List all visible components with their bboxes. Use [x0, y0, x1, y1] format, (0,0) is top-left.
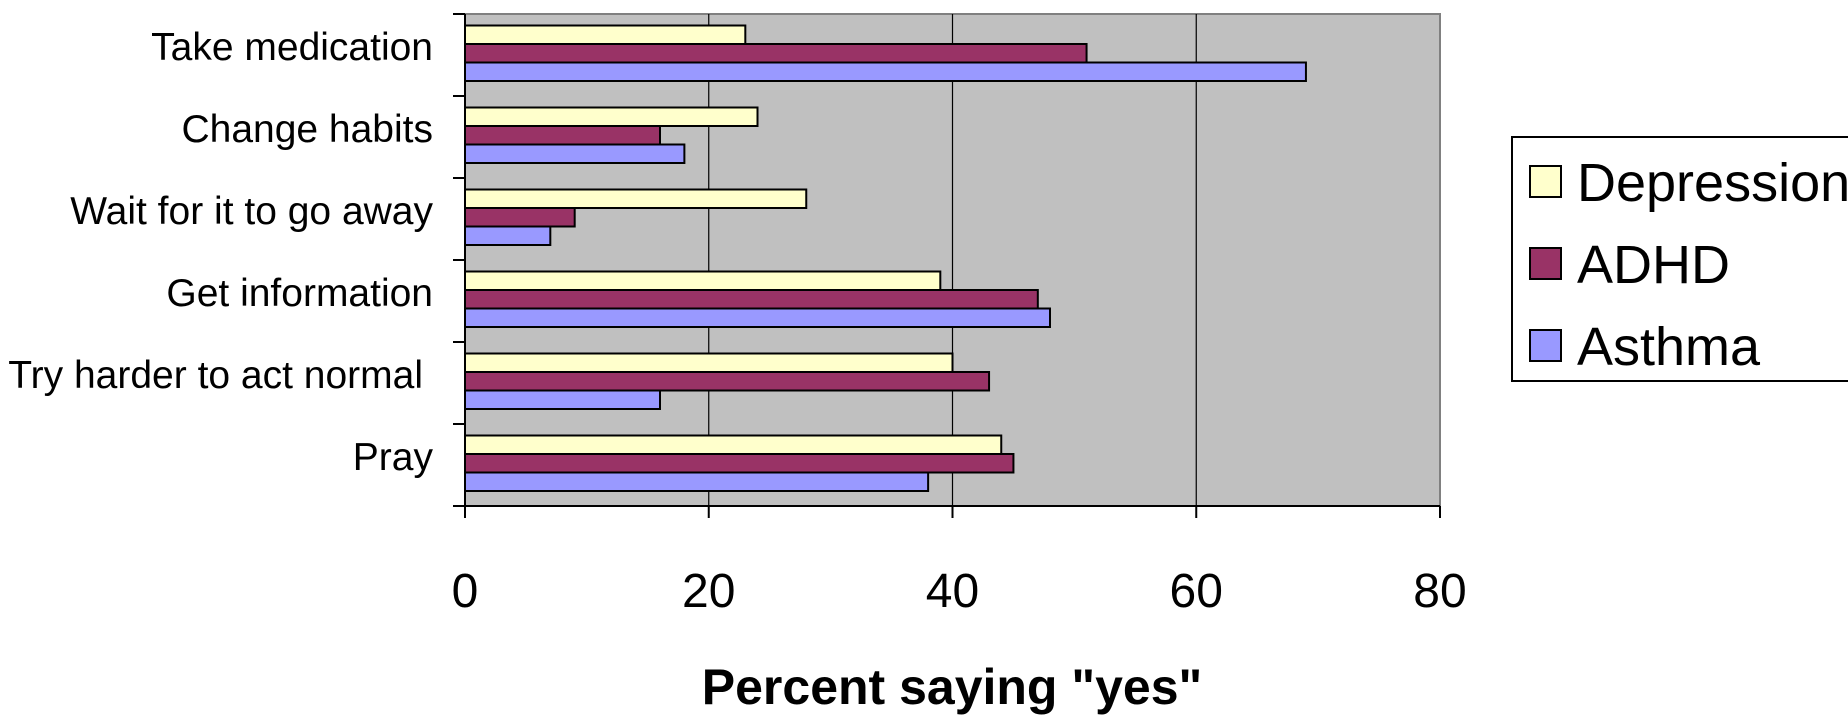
bar-adhd-5: [464, 453, 1015, 474]
bar-asthma-2: [464, 225, 552, 246]
bar-depression-3: [464, 270, 942, 291]
bar-asthma-3: [464, 307, 1051, 328]
bar-asthma-5: [464, 471, 930, 492]
category-label: Try harder to act normal: [8, 354, 423, 397]
legend-label-asthma: Asthma: [1577, 317, 1761, 377]
bar-adhd-3: [464, 289, 1039, 310]
legend-swatch-depression: [1529, 165, 1562, 198]
legend-label-depression: Depression: [1577, 153, 1848, 213]
x-tick-label: 0: [452, 565, 479, 618]
bar-adhd-4: [464, 371, 991, 392]
category-label: Get information: [166, 272, 433, 315]
x-tick-label: 20: [682, 565, 735, 618]
category-label: Wait for it to go away: [70, 190, 433, 233]
bar-adhd-1: [464, 125, 661, 146]
bar-asthma-4: [464, 389, 661, 410]
legend-swatch-adhd: [1529, 247, 1562, 280]
x-tick-label: 40: [926, 565, 979, 618]
legend-swatch-asthma: [1529, 329, 1562, 362]
x-axis-title: Percent saying "yes": [702, 659, 1202, 715]
x-tick-label: 80: [1413, 565, 1466, 618]
bar-adhd-0: [464, 43, 1088, 64]
legend-box: [1511, 136, 1848, 382]
bar-adhd-2: [464, 207, 576, 228]
category-label: Take medication: [151, 26, 433, 69]
bar-depression-0: [464, 24, 747, 45]
bar-asthma-1: [464, 143, 686, 164]
category-label: Pray: [353, 436, 434, 479]
bar-depression-4: [464, 352, 954, 373]
bar-depression-2: [464, 188, 808, 209]
bar-asthma-0: [464, 61, 1307, 82]
category-label: Change habits: [181, 108, 433, 151]
x-tick-label: 60: [1170, 565, 1223, 618]
bar-depression-1: [464, 106, 759, 127]
legend-label-adhd: ADHD: [1577, 235, 1730, 295]
bar-depression-5: [464, 434, 1003, 455]
